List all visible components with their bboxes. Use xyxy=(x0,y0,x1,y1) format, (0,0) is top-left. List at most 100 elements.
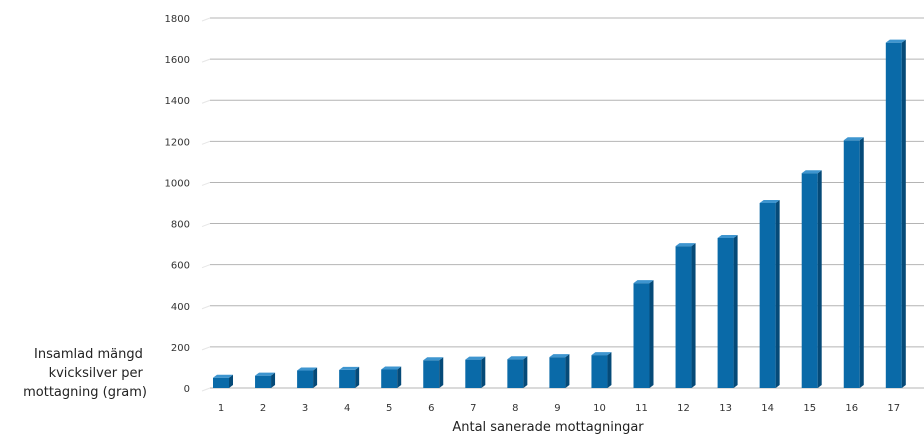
bar-top xyxy=(423,357,444,361)
bar xyxy=(591,352,612,388)
gridline-depth xyxy=(201,223,211,228)
bar-top xyxy=(255,372,276,376)
bar-top xyxy=(801,170,822,174)
bar-top xyxy=(759,200,780,203)
bar-side xyxy=(775,200,780,388)
bar xyxy=(675,243,696,388)
bar-side xyxy=(313,367,318,388)
y-tick-label: 400 xyxy=(171,302,190,313)
bar xyxy=(633,280,654,388)
bar xyxy=(549,354,570,388)
bar-front xyxy=(297,370,314,388)
y-axis-title-line-2: kvicksilver per xyxy=(49,366,144,381)
gridline-depth xyxy=(201,264,211,269)
x-tick-label: 17 xyxy=(887,403,900,414)
bar xyxy=(885,39,906,389)
y-axis-title-line-1: Insamlad mängd xyxy=(34,347,143,362)
bar-front xyxy=(717,237,734,388)
gridline-depth xyxy=(201,99,211,104)
x-tick-label: 7 xyxy=(470,403,476,414)
gridline-depth xyxy=(201,387,211,392)
y-axis-ticks: 0 200 400 600 800 1000 1200 1400 1600 1800 xyxy=(165,14,190,395)
bar-top xyxy=(339,366,360,370)
bar xyxy=(717,234,738,388)
bar-top xyxy=(507,356,528,360)
bar-top xyxy=(591,352,612,356)
bar xyxy=(381,366,402,388)
bar xyxy=(465,356,486,388)
bar-side xyxy=(481,356,486,388)
x-tick-label: 6 xyxy=(428,403,434,414)
bar-top xyxy=(633,280,654,284)
bar-top xyxy=(885,39,906,43)
x-tick-label: 12 xyxy=(677,403,690,414)
bar-side xyxy=(355,366,360,388)
bar-side xyxy=(229,374,233,388)
bar xyxy=(759,200,780,388)
bar-top xyxy=(843,137,864,141)
bar xyxy=(255,372,276,388)
bar xyxy=(297,367,318,388)
bar-front xyxy=(255,375,272,388)
bar-front xyxy=(675,246,692,388)
x-axis-title: Antal sanerade mottagningar xyxy=(452,420,644,435)
bar-front xyxy=(843,140,860,388)
x-tick-label: 3 xyxy=(302,403,308,414)
x-tick-label: 5 xyxy=(386,403,392,414)
bar-top xyxy=(297,367,318,371)
bar xyxy=(339,366,360,388)
x-tick-label: 13 xyxy=(719,403,732,414)
x-tick-label: 2 xyxy=(260,403,266,414)
y-axis-title: Insamlad mängd kvicksilver per mottagnin… xyxy=(23,347,147,400)
bar xyxy=(801,170,822,388)
bar-side xyxy=(565,354,570,388)
bar-front xyxy=(507,359,524,388)
bar-side xyxy=(649,280,654,388)
y-tick-label: 1000 xyxy=(165,178,190,189)
bar-top xyxy=(717,234,738,238)
x-tick-label: 15 xyxy=(803,403,816,414)
bar-front xyxy=(549,357,566,388)
x-tick-label: 9 xyxy=(554,403,560,414)
x-tick-label: 4 xyxy=(344,403,350,414)
gridline-depth xyxy=(201,346,211,351)
gridline-depth xyxy=(201,58,211,63)
x-tick-label: 8 xyxy=(512,403,518,414)
gridline-depth xyxy=(201,305,211,310)
bar-front xyxy=(381,369,398,388)
bar xyxy=(423,357,444,388)
bar-side xyxy=(691,243,696,388)
x-tick-label: 1 xyxy=(218,403,224,414)
bar-top xyxy=(675,243,696,247)
bar xyxy=(843,137,864,388)
y-tick-label: 600 xyxy=(171,261,190,272)
bar-front xyxy=(423,360,440,388)
y-tick-label: 200 xyxy=(171,343,190,354)
gridline-depth xyxy=(201,181,211,186)
bar-top xyxy=(465,356,486,360)
y-axis-title-line-3: mottagning (gram) xyxy=(23,385,147,400)
bar-front xyxy=(801,173,818,388)
bar-side xyxy=(397,366,402,388)
x-tick-label: 14 xyxy=(761,403,774,414)
x-axis-ticks: 1 2 3 4 5 6 7 8 9 10 11 12 13 14 15 16 17 xyxy=(218,403,900,414)
x-tick-label: 16 xyxy=(845,403,858,414)
bar-top xyxy=(381,366,402,370)
bar-top xyxy=(213,374,233,378)
bar-side xyxy=(523,356,528,388)
gridline-depth xyxy=(201,17,211,22)
bar-side xyxy=(607,352,612,388)
bar-front xyxy=(885,42,902,389)
y-tick-label: 1200 xyxy=(165,137,190,148)
bar-side xyxy=(439,357,444,388)
bar-side xyxy=(859,137,864,388)
bar-front xyxy=(465,359,482,388)
bar-front xyxy=(759,203,776,388)
bar-side xyxy=(733,234,738,388)
y-tick-label: 1600 xyxy=(165,55,190,66)
bar-front xyxy=(591,355,608,388)
gridline-depth xyxy=(201,140,211,145)
bar xyxy=(213,374,233,388)
y-tick-label: 1400 xyxy=(165,96,190,107)
